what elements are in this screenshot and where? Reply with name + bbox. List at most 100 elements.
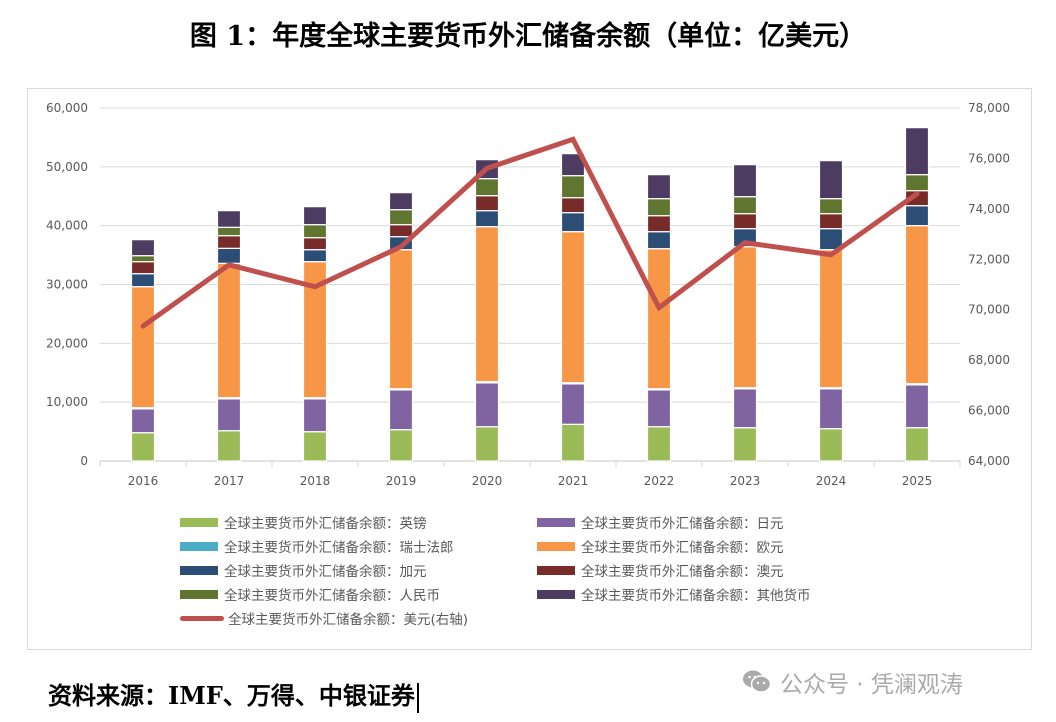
bar-segment-3 <box>216 262 242 399</box>
x-tick-label: 2023 <box>730 474 761 488</box>
bar-segment-5 <box>560 197 586 214</box>
source-note: 资料来源：IMF、万得、中银证券 <box>48 676 419 713</box>
bar-segment-4 <box>474 210 500 228</box>
legend-label: 全球主要货币外汇储备余额：瑞士法郎 <box>224 540 454 556</box>
legend-label: 全球主要货币外汇储备余额：人民币 <box>224 588 440 604</box>
y2-tick-label: 66,000 <box>968 404 1010 418</box>
y-tick-label: 30,000 <box>46 278 88 292</box>
legend-label: 全球主要货币外汇储备余额：加元 <box>224 564 427 580</box>
bar-segment-6 <box>216 226 242 237</box>
bar-segment-0 <box>646 426 672 462</box>
bar-segment-0 <box>732 427 758 462</box>
bar-segment-1 <box>818 388 844 430</box>
legend-label: 全球主要货币外汇储备余额：欧元 <box>581 540 784 556</box>
bar-segment-5 <box>388 224 414 238</box>
legend-label: 全球主要货币外汇储备余额：英镑 <box>224 516 427 532</box>
legend-swatch <box>180 565 218 575</box>
legend-swatch <box>537 517 575 527</box>
bar-segment-3 <box>904 225 930 385</box>
bar-segment-0 <box>818 428 844 462</box>
bar-segment-4 <box>560 212 586 233</box>
bar-segment-1 <box>646 389 672 428</box>
bar-segment-0 <box>474 426 500 462</box>
legend-item: 全球主要货币外汇储备余额：澳元 <box>537 560 784 580</box>
y-tick-label: 0 <box>80 454 88 468</box>
bar-segment-0 <box>560 423 586 462</box>
wechat-icon <box>743 670 772 693</box>
chart-frame <box>27 88 1032 650</box>
bar-segment-1 <box>474 382 500 428</box>
x-tick-label: 2019 <box>386 474 417 488</box>
y-tick-label: 20,000 <box>46 336 88 350</box>
y-tick-label: 60,000 <box>46 101 88 115</box>
bar-segment-5 <box>732 213 758 230</box>
legend-item: 全球主要货币外汇储备余额：英镑 <box>180 512 427 532</box>
legend-label: 全球主要货币外汇储备余额：日元 <box>581 516 784 532</box>
chart-title: 图 1：年度全球主要货币外汇储备余额（单位：亿美元） <box>189 21 867 52</box>
legend-swatch <box>180 541 218 551</box>
bar-segment-6 <box>388 209 414 226</box>
x-tick-label: 2020 <box>472 474 503 488</box>
legend-swatch <box>180 615 224 621</box>
legend-item: 全球主要货币外汇储备余额：加元 <box>180 560 427 580</box>
legend-swatch <box>537 565 575 575</box>
legend-swatch <box>180 589 218 599</box>
legend-item: 全球主要货币外汇储备余额：日元 <box>537 512 784 532</box>
usd-line <box>140 136 920 329</box>
bar-segment-5 <box>474 195 500 212</box>
watermark: 公众号 · 凭澜观涛 <box>742 665 963 699</box>
bar-segment-7 <box>302 206 328 226</box>
bar-segment-1 <box>732 388 758 429</box>
legend-item: 全球主要货币外汇储备余额：人民币 <box>180 584 440 604</box>
bar-segment-6 <box>474 178 500 197</box>
bar-segment-6 <box>818 198 844 215</box>
bar-segment-1 <box>904 384 930 429</box>
legend-item: 全球主要货币外汇储备余额：美元(右轴) <box>180 608 468 628</box>
chart-svg: 0 10,000 20,000 30,000 40,000 50,000 60,000 64,… <box>46 101 1010 488</box>
bar-segment-1 <box>302 398 328 433</box>
y2-tick-label: 74,000 <box>968 202 1010 216</box>
bar-segment-7 <box>646 174 672 200</box>
legend-label: 全球主要货币外汇储备余额：其他货币 <box>581 588 811 604</box>
x-tick-label: 2022 <box>644 474 675 488</box>
y2-tick-label: 76,000 <box>968 151 1010 165</box>
bar-segment-0 <box>130 432 156 462</box>
bar-segment-5 <box>130 261 156 275</box>
legend-label: 全球主要货币外汇储备余额：美元(右轴) <box>228 612 469 628</box>
bar-segment-0 <box>904 427 930 462</box>
bar-segment-3 <box>130 286 156 409</box>
y2-tick-label: 72,000 <box>968 252 1010 266</box>
bar-segment-3 <box>646 248 672 390</box>
y-tick-label: 50,000 <box>46 160 88 174</box>
x-tick-label: 2017 <box>214 474 245 488</box>
bar-segment-4 <box>302 249 328 263</box>
bar-segment-7 <box>388 192 414 211</box>
bar-segment-5 <box>302 237 328 251</box>
bar-segment-6 <box>560 175 586 199</box>
bar-segment-0 <box>388 429 414 462</box>
x-tick-label: 2018 <box>300 474 331 488</box>
source-text: 资料来源：IMF、万得、中银证券 <box>48 681 415 710</box>
bar-segment-7 <box>732 164 758 198</box>
bar-segment-4 <box>904 205 930 227</box>
y-tick-label: 10,000 <box>46 395 88 409</box>
y2-tick-label: 78,000 <box>968 101 1010 115</box>
bar-segment-1 <box>388 389 414 431</box>
legend-item: 全球主要货币外汇储备余额：瑞士法郎 <box>180 536 454 556</box>
bar-segment-3 <box>474 226 500 383</box>
legend-item: 全球主要货币外汇储备余额：其他货币 <box>537 584 811 604</box>
y2-tick-label: 70,000 <box>968 303 1010 317</box>
x-tick-label: 2016 <box>128 474 159 488</box>
bar-segment-6 <box>904 174 930 192</box>
legend-swatch <box>537 541 575 551</box>
bar-segment-3 <box>732 246 758 389</box>
bar-segment-5 <box>646 215 672 233</box>
bar-segment-7 <box>904 127 930 176</box>
bar-segment-4 <box>646 231 672 250</box>
bar-segment-6 <box>732 196 758 215</box>
legend-item: 全球主要货币外汇储备余额：欧元 <box>537 536 784 556</box>
legend-label: 全球主要货币外汇储备余额：澳元 <box>581 564 784 580</box>
bar-segment-6 <box>646 198 672 217</box>
bar-segment-0 <box>216 430 242 462</box>
bar-segment-1 <box>216 398 242 432</box>
